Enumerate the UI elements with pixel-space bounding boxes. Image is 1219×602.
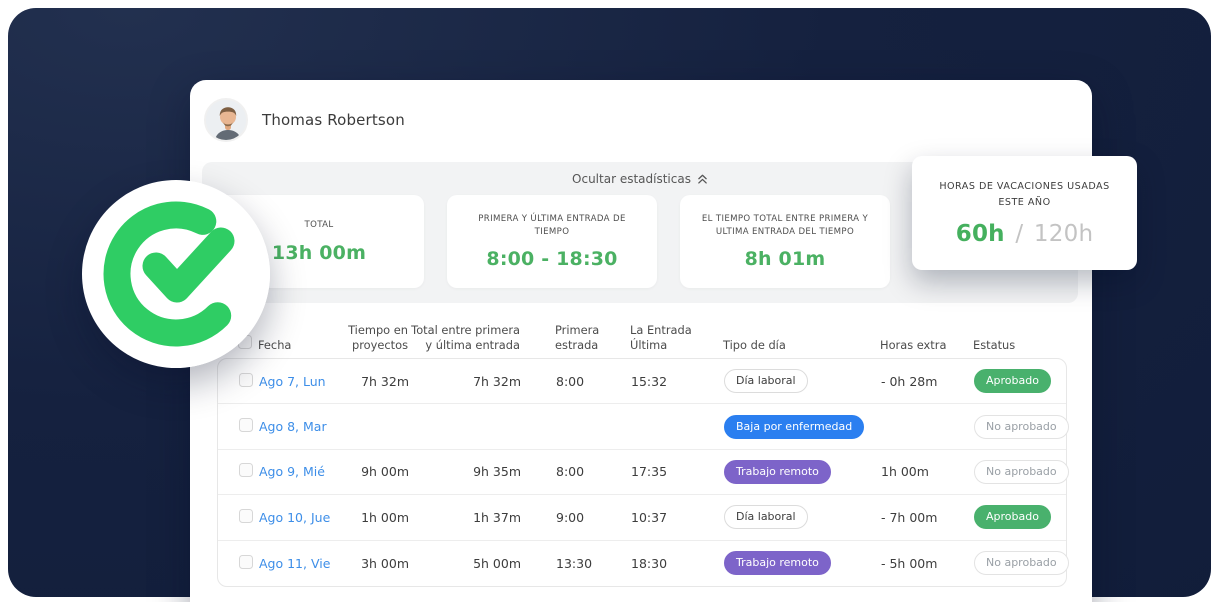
date-link[interactable]: Ago 7, Lun — [259, 373, 326, 389]
avatar-illustration — [206, 100, 246, 140]
vacation-card-label: HORAS DE VACACIONES USADAS ESTE AÑO — [939, 179, 1109, 211]
timesheet-table-header: Fecha Tiempo en proyectos Total entre pr… — [217, 323, 1067, 357]
timesheet-table: Ago 7, Lun 7h 32m 7h 32m 8:00 15:32 Día … — [217, 358, 1069, 587]
clock-check-logo-icon — [82, 180, 270, 368]
status-badge[interactable]: Aprobado — [974, 369, 1051, 394]
column-header-entrada-ultima: La Entrada Última — [630, 323, 692, 353]
stat-cards: TOTAL 13h 00m PRIMERA Y ÚLTIMA ENTRADA D… — [214, 195, 890, 288]
status-badge[interactable]: Aprobado — [974, 505, 1051, 530]
cell-total: 5h 00m — [473, 555, 521, 571]
day-type-badge[interactable]: Día laboral — [724, 369, 808, 394]
vacation-hours-card: HORAS DE VACACIONES USADAS ESTE AÑO 60h … — [912, 156, 1137, 270]
hide-statistics-label: Ocultar estadísticas — [572, 172, 691, 186]
stat-label: EL TIEMPO TOTAL ENTRE PRIMERA Y ULTIMA E… — [701, 213, 869, 237]
cell-horas-extra: - 5h 00m — [881, 555, 938, 571]
column-header-fecha: Fecha — [258, 338, 292, 353]
stat-value: 8:00 - 18:30 — [486, 248, 618, 271]
column-header-estatus: Estatus — [973, 338, 1016, 353]
brand-logo — [82, 180, 270, 368]
vacation-label-line2: ESTE AÑO — [998, 197, 1051, 208]
date-link[interactable]: Ago 11, Vie — [259, 555, 331, 571]
row-checkbox[interactable] — [239, 554, 253, 569]
status-badge[interactable]: No aprobado — [974, 414, 1069, 439]
day-type-badge[interactable]: Trabajo remoto — [724, 551, 831, 576]
row-checkbox[interactable] — [239, 508, 253, 523]
cell-primera: 13:30 — [556, 555, 593, 571]
row-checkbox[interactable] — [239, 418, 253, 433]
table-row: Ago 9, Mié 9h 00m 9h 35m 8:00 17:35 Trab… — [218, 450, 1069, 496]
table-row: Ago 7, Lun 7h 32m 7h 32m 8:00 15:32 Día … — [218, 359, 1066, 405]
day-type-badge[interactable]: Baja por enfermedad — [724, 414, 865, 439]
table-row: Ago 11, Vie 3h 00m 5h 00m 13:30 18:30 Tr… — [218, 541, 1069, 586]
stat-label: PRIMERA Y ÚLTIMA ENTRADA DE TIEMPO — [478, 213, 626, 237]
stat-value: 8h 01m — [744, 248, 826, 271]
cell-ultima: 15:32 — [631, 373, 668, 389]
row-checkbox[interactable] — [239, 372, 253, 387]
cell-horas-extra: - 7h 00m — [881, 509, 938, 525]
table-row: Ago 8, Mar Baja por enfermedad No aproba… — [218, 404, 1069, 450]
table-row: Ago 10, Jue 1h 00m 1h 37m 9:00 10:37 Día… — [218, 495, 1066, 541]
cell-ultima: 18:30 — [631, 555, 668, 571]
cell-horas-extra: - 0h 28m — [881, 373, 938, 389]
hide-statistics-toggle[interactable]: Ocultar estadísticas — [202, 169, 1078, 189]
stat-label: TOTAL — [304, 220, 334, 231]
cell-primera: 9:00 — [556, 509, 585, 525]
stat-card-total-between-entries: EL TIEMPO TOTAL ENTRE PRIMERA Y ULTIMA E… — [680, 195, 890, 288]
column-header-primera-estrada: Primera estrada — [555, 323, 600, 353]
cell-primera: 8:00 — [556, 464, 585, 480]
row-checkbox[interactable] — [239, 463, 253, 478]
profile-header: Thomas Robertson — [204, 96, 405, 144]
column-header-tipo-de-dia: Tipo de día — [723, 338, 786, 353]
date-link[interactable]: Ago 10, Jue — [259, 509, 331, 525]
date-link[interactable]: Ago 8, Mar — [259, 419, 327, 435]
column-header-tiempo-en-proyectos: Tiempo en proyectos — [348, 323, 408, 353]
avatar — [204, 98, 248, 142]
vacation-separator: / — [1015, 220, 1024, 247]
cell-ultima: 17:35 — [631, 464, 668, 480]
cell-total: 9h 35m — [473, 464, 521, 480]
cell-total: 1h 37m — [473, 509, 521, 525]
cell-total: 7h 32m — [473, 373, 521, 389]
vacation-label-line1: HORAS DE VACACIONES USADAS — [939, 181, 1110, 193]
day-type-badge[interactable]: Día laboral — [724, 505, 808, 530]
stat-card-first-last-entry: PRIMERA Y ÚLTIMA ENTRADA DE TIEMPO 8:00 … — [447, 195, 657, 288]
profile-name: Thomas Robertson — [262, 111, 405, 129]
date-link[interactable]: Ago 9, Mié — [259, 464, 325, 480]
cell-ultima: 10:37 — [631, 509, 668, 525]
day-type-badge[interactable]: Trabajo remoto — [724, 459, 831, 484]
stat-value: 13h 00m — [271, 241, 367, 264]
cell-tiempo: 3h 00m — [361, 555, 409, 571]
cell-tiempo: 7h 32m — [361, 373, 409, 389]
column-header-horas-extra: Horas extra — [880, 338, 947, 353]
double-chevron-up-icon — [698, 174, 707, 184]
cell-horas-extra: 1h 00m — [881, 464, 929, 480]
cell-tiempo: 1h 00m — [361, 509, 409, 525]
status-badge[interactable]: No aprobado — [974, 459, 1069, 484]
cell-tiempo: 9h 00m — [361, 464, 409, 480]
vacation-used-hours: 60h — [955, 220, 1005, 247]
cell-primera: 8:00 — [556, 373, 585, 389]
column-header-total-entre-entradas: Total entre primera y última entrada — [411, 323, 520, 353]
vacation-total-hours: 120h — [1033, 220, 1094, 247]
status-badge[interactable]: No aprobado — [974, 551, 1069, 576]
vacation-value: 60h / 120h — [956, 221, 1094, 247]
